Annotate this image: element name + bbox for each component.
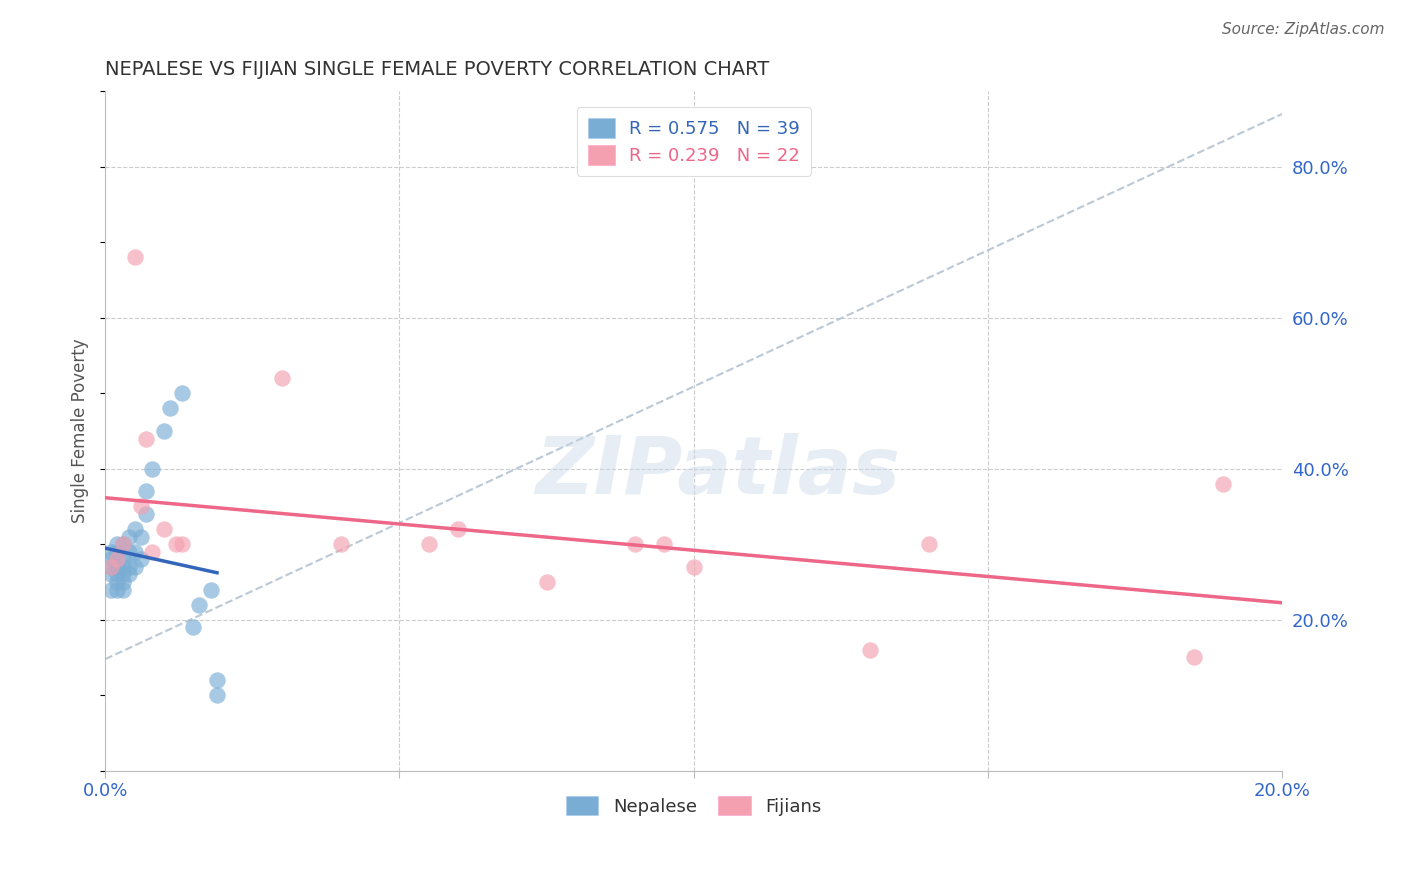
Point [918, 537, 941, 551]
Legend: Nepalese, Fijians: Nepalese, Fijians [558, 789, 830, 822]
Text: NEPALESE VS FIJIAN SINGLE FEMALE POVERTY CORRELATION CHART: NEPALESE VS FIJIAN SINGLE FEMALE POVERTY… [105, 60, 769, 78]
Point [105, 559, 128, 574]
Point [135, 484, 157, 499]
Point [124, 559, 146, 574]
Point [100, 545, 122, 559]
Point [105, 559, 128, 574]
Point [205, 673, 228, 687]
Point [652, 537, 675, 551]
Point [124, 545, 146, 559]
Point [105, 567, 128, 582]
Point [111, 537, 134, 551]
Point [270, 371, 292, 385]
Point [118, 530, 141, 544]
Point [129, 530, 152, 544]
Point [124, 522, 146, 536]
Point [111, 567, 134, 582]
Point [105, 537, 128, 551]
Point [682, 559, 704, 574]
Text: ZIPatlas: ZIPatlas [534, 433, 900, 511]
Point [170, 386, 193, 401]
Point [135, 507, 157, 521]
Point [1182, 650, 1205, 665]
Point [105, 582, 128, 597]
Point [170, 537, 193, 551]
Point [1212, 476, 1234, 491]
Point [105, 545, 128, 559]
Point [111, 582, 134, 597]
Point [118, 567, 141, 582]
Point [624, 537, 647, 551]
Point [447, 522, 470, 536]
Point [111, 552, 134, 566]
Point [118, 545, 141, 559]
Point [100, 552, 122, 566]
Point [118, 559, 141, 574]
Point [153, 522, 176, 536]
Point [100, 582, 122, 597]
Point [105, 552, 128, 566]
Point [188, 598, 211, 612]
Point [329, 537, 352, 551]
Y-axis label: Single Female Poverty: Single Female Poverty [72, 339, 89, 524]
Point [111, 574, 134, 589]
Point [135, 432, 157, 446]
Point [165, 537, 187, 551]
Point [418, 537, 440, 551]
Point [111, 537, 134, 551]
Point [153, 424, 176, 438]
Point [105, 574, 128, 589]
Point [100, 559, 122, 574]
Point [100, 567, 122, 582]
Text: Source: ZipAtlas.com: Source: ZipAtlas.com [1222, 22, 1385, 37]
Point [183, 620, 205, 634]
Point [129, 500, 152, 514]
Point [159, 401, 181, 416]
Point [111, 559, 134, 574]
Point [200, 582, 222, 597]
Point [105, 552, 128, 566]
Point [129, 552, 152, 566]
Point [141, 461, 163, 475]
Point [100, 559, 122, 574]
Point [536, 574, 558, 589]
Point [205, 688, 228, 702]
Point [141, 545, 163, 559]
Point [124, 251, 146, 265]
Point [859, 643, 882, 657]
